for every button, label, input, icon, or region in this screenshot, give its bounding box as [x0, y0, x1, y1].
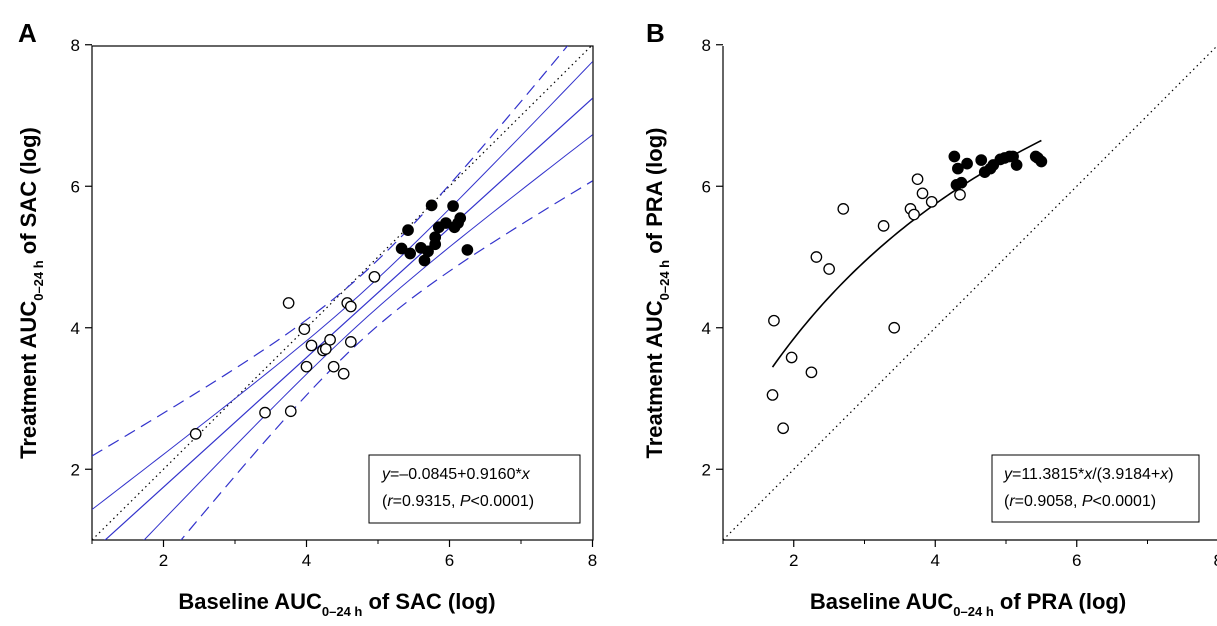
data-point-open [300, 360, 313, 373]
data-point-filled [1010, 159, 1023, 171]
data-point-open [766, 389, 779, 401]
panel-a-letter: A [18, 18, 37, 48]
data-point-open [888, 321, 901, 334]
data-point-open [916, 187, 929, 200]
data-point-filled [461, 244, 474, 256]
x-tick-label-6: 6 [445, 551, 454, 570]
data-point-open [327, 360, 340, 373]
annotation-a-line2: (r=0.9315, P<0.0001) [382, 493, 534, 510]
y-axis-title-a: Treatment AUC0–24 h of SAC (log) [16, 127, 46, 459]
data-point-open [305, 339, 318, 352]
data-point-open [368, 270, 381, 283]
annotation-box-a: y=–0.0845+0.9160*x (r=0.9315, P<0.0001) [368, 454, 581, 524]
chart-panel-b: B 2 4 6 8 2 4 6 8 y=11.3815*x/(3.9184+x) (r=0.9… [642, 18, 1217, 619]
y-tick-label-8: 8 [702, 36, 711, 55]
data-point-filled [402, 224, 414, 236]
ticks-a: 2 4 6 8 2 4 6 8 [71, 36, 598, 570]
annotation-b-line2: (r=0.9058, P<0.0001) [1004, 493, 1156, 510]
annotation-box-b: y=11.3815*x/(3.9184+x) (r=0.9058, P<0.00… [991, 454, 1200, 523]
x-axis-title-a: Baseline AUC0–24 h of SAC (log) [178, 589, 495, 619]
data-point-open [284, 405, 297, 418]
identity-line [723, 46, 1217, 540]
fit-lines-a [92, 46, 593, 540]
y-tick-label-4: 4 [702, 319, 711, 338]
annotation-a-line1: y=–0.0845+0.9160*x [381, 466, 531, 483]
data-point-filled [422, 245, 434, 258]
regression-line [104, 97, 593, 540]
data-point-open [337, 367, 350, 380]
x-tick-label-6: 6 [1072, 551, 1081, 570]
data-point-open [837, 203, 850, 215]
x-tick-label-8: 8 [588, 551, 597, 570]
prediction-band-upper [92, 46, 569, 457]
x-tick-label-4: 4 [931, 551, 940, 570]
data-point-open [911, 173, 924, 186]
data-point-open [344, 300, 357, 313]
data-point-open [324, 333, 336, 346]
points-a [189, 199, 474, 440]
prediction-band-lower [180, 180, 593, 540]
data-point-open [259, 406, 271, 419]
y-tick-label-6: 6 [702, 177, 711, 196]
data-point-filled [1035, 155, 1048, 168]
data-point-open [908, 208, 920, 221]
data-point-open [785, 351, 798, 364]
x-tick-label-2: 2 [789, 551, 798, 570]
points-b [766, 150, 1048, 435]
data-point-open [298, 323, 311, 336]
data-point-filled [975, 154, 988, 166]
annotation-b-line1: y=11.3815*x/(3.9184+x) [1003, 466, 1174, 483]
data-point-filled [404, 247, 417, 260]
data-point-open [925, 195, 938, 208]
data-point-open [805, 366, 818, 379]
data-point-filled [425, 199, 438, 212]
data-point-filled [429, 238, 442, 251]
panel-b-letter: B [646, 18, 665, 48]
data-point-filled [948, 150, 961, 163]
y-axis-title-b: Treatment AUC0–24 h of PRA (log) [642, 128, 672, 459]
plot-frame-a [91, 45, 594, 541]
data-point-open [823, 263, 835, 275]
confidence-band-upper [92, 61, 593, 510]
x-tick-label-8: 8 [1214, 551, 1217, 570]
y-tick-label-6: 6 [71, 177, 80, 196]
data-point-open [777, 422, 789, 435]
chart-panel-a: A 2 4 6 8 2 4 6 8 y=–0.0845+0.9160*x (r=0.9315,… [16, 18, 598, 619]
data-point-filled [447, 200, 459, 212]
data-point-open [768, 314, 780, 327]
data-point-open [319, 343, 332, 355]
ticks-b: 2 4 6 8 2 4 6 8 [702, 36, 1217, 570]
data-point-open [282, 297, 295, 309]
x-axis-title-b: Baseline AUC0–24 h of PRA (log) [810, 589, 1126, 619]
data-point-filled [955, 176, 968, 189]
y-tick-label-2: 2 [702, 460, 711, 479]
x-tick-label-2: 2 [159, 551, 168, 570]
y-tick-label-4: 4 [71, 319, 80, 338]
confidence-band-lower [143, 134, 593, 540]
data-point-open [810, 251, 823, 263]
data-point-filled [395, 242, 408, 255]
data-point-filled [961, 157, 973, 170]
y-tick-label-8: 8 [71, 36, 80, 55]
data-point-open [189, 428, 202, 440]
data-point-filled [952, 162, 964, 175]
data-point-open [344, 336, 357, 348]
y-tick-label-2: 2 [71, 460, 80, 479]
x-tick-label-4: 4 [302, 551, 311, 570]
data-point-filled [454, 212, 467, 224]
data-point-open [877, 220, 890, 232]
data-point-open [954, 188, 966, 201]
